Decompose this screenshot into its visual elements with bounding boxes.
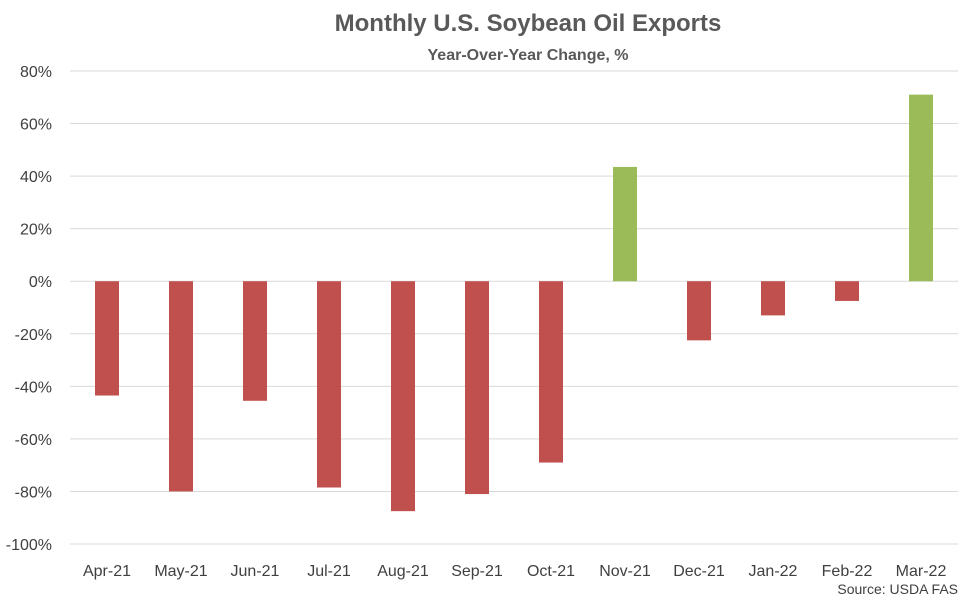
y-tick-label: 60%: [20, 117, 52, 134]
y-tick-label: 80%: [20, 64, 52, 81]
x-tick-label: Jul-21: [307, 563, 351, 580]
source-note: Source: USDA FAS: [837, 581, 958, 597]
y-tick-label: 40%: [20, 169, 52, 186]
bar-jul-21: [317, 281, 341, 488]
x-tick-label: Aug-21: [377, 563, 429, 580]
x-tick-label: Oct-21: [527, 563, 575, 580]
y-tick-label: -60%: [15, 432, 52, 449]
bar-feb-22: [835, 281, 859, 301]
bar-may-21: [169, 281, 193, 492]
x-tick-label: Nov-21: [599, 563, 651, 580]
y-tick-label: -20%: [15, 327, 52, 344]
y-tick-label: -100%: [6, 537, 52, 554]
x-tick-label: Jun-21: [231, 563, 280, 580]
x-tick-label: Sep-21: [451, 563, 503, 580]
bar-aug-21: [391, 281, 415, 512]
y-tick-label: 20%: [20, 222, 52, 239]
chart-title: Monthly U.S. Soybean Oil Exports: [335, 10, 722, 37]
x-tick-label: May-21: [154, 563, 207, 580]
x-tick-label: Apr-21: [83, 563, 131, 580]
bar-apr-21: [95, 281, 119, 396]
bar-mar-22: [909, 94, 933, 282]
bar-jun-21: [243, 281, 267, 401]
bar-dec-21: [687, 281, 711, 341]
y-tick-label: -80%: [15, 484, 52, 501]
x-axis-tick-labels: Apr-21 May-21 Jun-21 Jul-21 Aug-21 Sep-21 Oct-…: [83, 563, 946, 580]
x-tick-label: Jan-22: [749, 563, 798, 580]
bar-oct-21: [539, 281, 563, 463]
gridlines: [70, 70, 958, 545]
bar-sep-21: [465, 281, 489, 495]
y-axis-tick-labels: 80% 60% 40% 20% 0% -20% -40% -60% -80% -100%: [6, 64, 52, 554]
bar-jan-22: [761, 281, 785, 316]
y-tick-label: -40%: [15, 379, 52, 396]
x-tick-label: Dec-21: [673, 563, 725, 580]
y-tick-label: 0%: [29, 274, 52, 291]
x-tick-label: Mar-22: [896, 563, 947, 580]
bar-nov-21: [613, 166, 637, 282]
bars: [95, 94, 933, 512]
chart-subtitle: Year-Over-Year Change, %: [428, 47, 629, 64]
x-tick-label: Feb-22: [822, 563, 873, 580]
